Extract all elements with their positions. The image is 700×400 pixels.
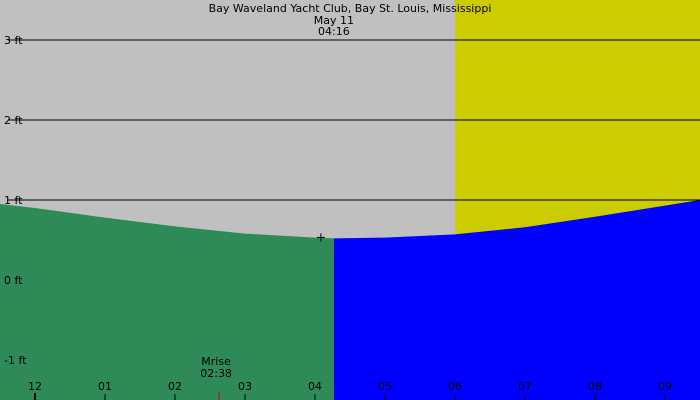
x-tick-label: 01	[98, 380, 112, 393]
x-tick-label: 08	[588, 380, 602, 393]
x-tick-label: 05	[378, 380, 392, 393]
y-tick-label: 0 ft	[4, 274, 23, 287]
y-tick-label: 3 ft	[4, 34, 23, 47]
x-tick-label: 03	[238, 380, 252, 393]
x-tick-label: 06	[448, 380, 462, 393]
extremum-time: 04:16	[318, 25, 350, 38]
x-tick-label: 04	[308, 380, 322, 393]
extremum-date: May 11	[314, 14, 354, 27]
y-tick-label: 1 ft	[4, 194, 23, 207]
y-tick-label: -1 ft	[4, 354, 27, 367]
y-tick-label: 2 ft	[4, 114, 23, 127]
x-tick-label: 12	[28, 380, 42, 393]
moon-event-label: Mrise	[201, 355, 231, 368]
x-tick-label: 09	[658, 380, 672, 393]
moon-event-time: 02:38	[200, 367, 232, 380]
chart-title: Bay Waveland Yacht Club, Bay St. Louis, …	[209, 2, 492, 15]
x-tick-label: 02	[168, 380, 182, 393]
x-tick-label: 07	[518, 380, 532, 393]
tide-area-before-moon	[0, 204, 334, 400]
tide-area-moon	[333, 200, 700, 400]
